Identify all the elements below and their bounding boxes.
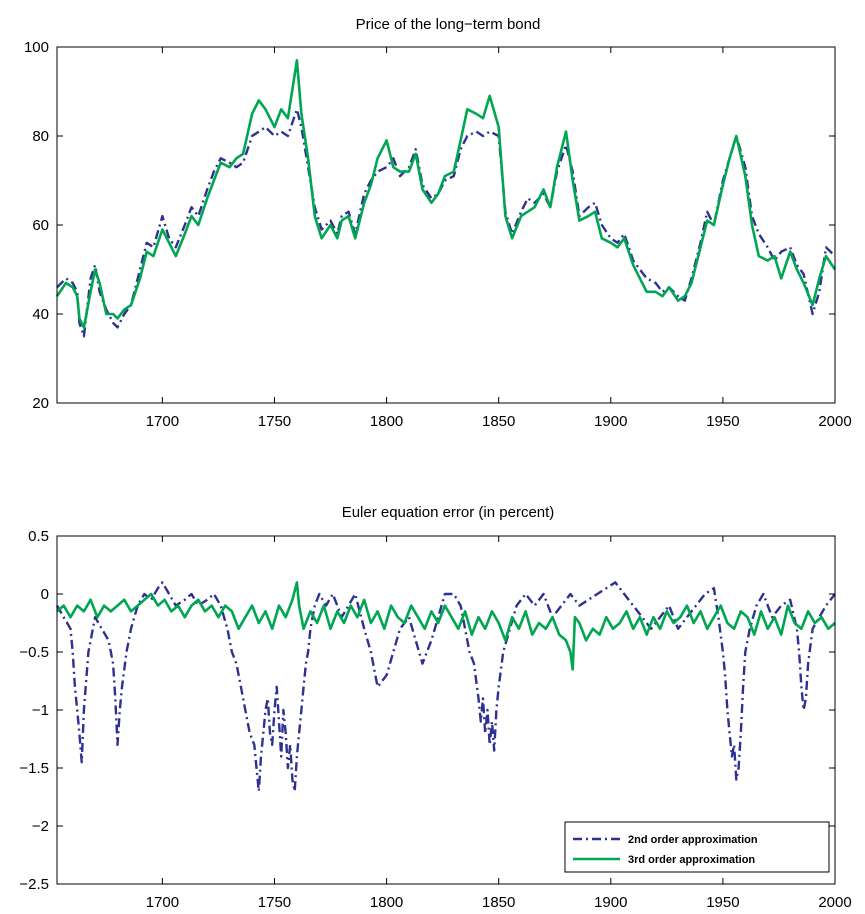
top-x-tick-label: 1800	[370, 413, 403, 430]
legend-label-2nd-order: 2nd order approximation	[628, 834, 758, 846]
bottom-y-tick-label: −0.5	[19, 644, 49, 661]
top-series-layer	[55, 59, 837, 338]
legend-box	[564, 821, 830, 873]
top-x-tick-label: 1850	[482, 413, 515, 430]
top-y-tick-label: 80	[32, 128, 49, 145]
bottom-y-tick-label: 0.5	[28, 528, 49, 545]
top-y-tick-label: 100	[24, 39, 49, 56]
bottom-y-tick-label: −1.5	[19, 760, 49, 777]
bottom-y-tick-label: −1	[32, 702, 49, 719]
bottom-series-line-2	[56, 581, 836, 671]
plot-top: Price of the long−term bond 1700 1750 1800…	[24, 16, 852, 430]
bottom-x-tick-label: 1950	[706, 894, 739, 911]
top-x-tick-label: 1950	[706, 413, 739, 430]
bottom-chart-title: Euler equation error (in percent)	[342, 504, 555, 521]
top-ticks-layer: 1700 1750 1800 1850 1900 1950 2000 20 40 60 80 100	[24, 39, 852, 430]
top-x-tick-label: 1700	[146, 413, 179, 430]
top-series-line-2	[55, 59, 837, 329]
top-axes-box	[56, 46, 836, 404]
top-chart-title: Price of the long−term bond	[356, 16, 541, 33]
bottom-y-tick-label: 0	[41, 586, 49, 603]
bottom-x-tick-label: 1850	[482, 894, 515, 911]
top-y-tick-label: 40	[32, 306, 49, 323]
bottom-x-tick-label: 1750	[258, 894, 291, 911]
top-y-tick-label: 60	[32, 217, 49, 234]
bottom-x-tick-label: 2000	[818, 894, 851, 911]
top-x-tick-label: 1750	[258, 413, 291, 430]
top-x-tick-label: 2000	[818, 413, 851, 430]
top-y-tick-label: 20	[32, 395, 49, 412]
bottom-x-tick-label: 1900	[594, 894, 627, 911]
bottom-x-tick-label: 1800	[370, 894, 403, 911]
top-series-line-1	[56, 108, 836, 338]
top-x-tick-label: 1900	[594, 413, 627, 430]
bottom-x-tick-label: 1700	[146, 894, 179, 911]
bottom-y-tick-label: −2.5	[19, 876, 49, 893]
bottom-y-tick-label: −2	[32, 818, 49, 835]
bottom-series-layer	[55, 581, 836, 793]
plot-bottom: Euler equation error (in percent) 1700 17…	[19, 504, 851, 911]
bottom-series-line-1	[55, 581, 836, 793]
legend: 2nd order approximation 3rd order approx…	[564, 821, 830, 873]
bottom-ticks-layer: 1700 1750 1800 1850 1900 1950 2000 −2.5 −2 −1.5 −1…	[19, 528, 851, 911]
legend-label-3rd-order: 3rd order approximation	[628, 854, 755, 866]
